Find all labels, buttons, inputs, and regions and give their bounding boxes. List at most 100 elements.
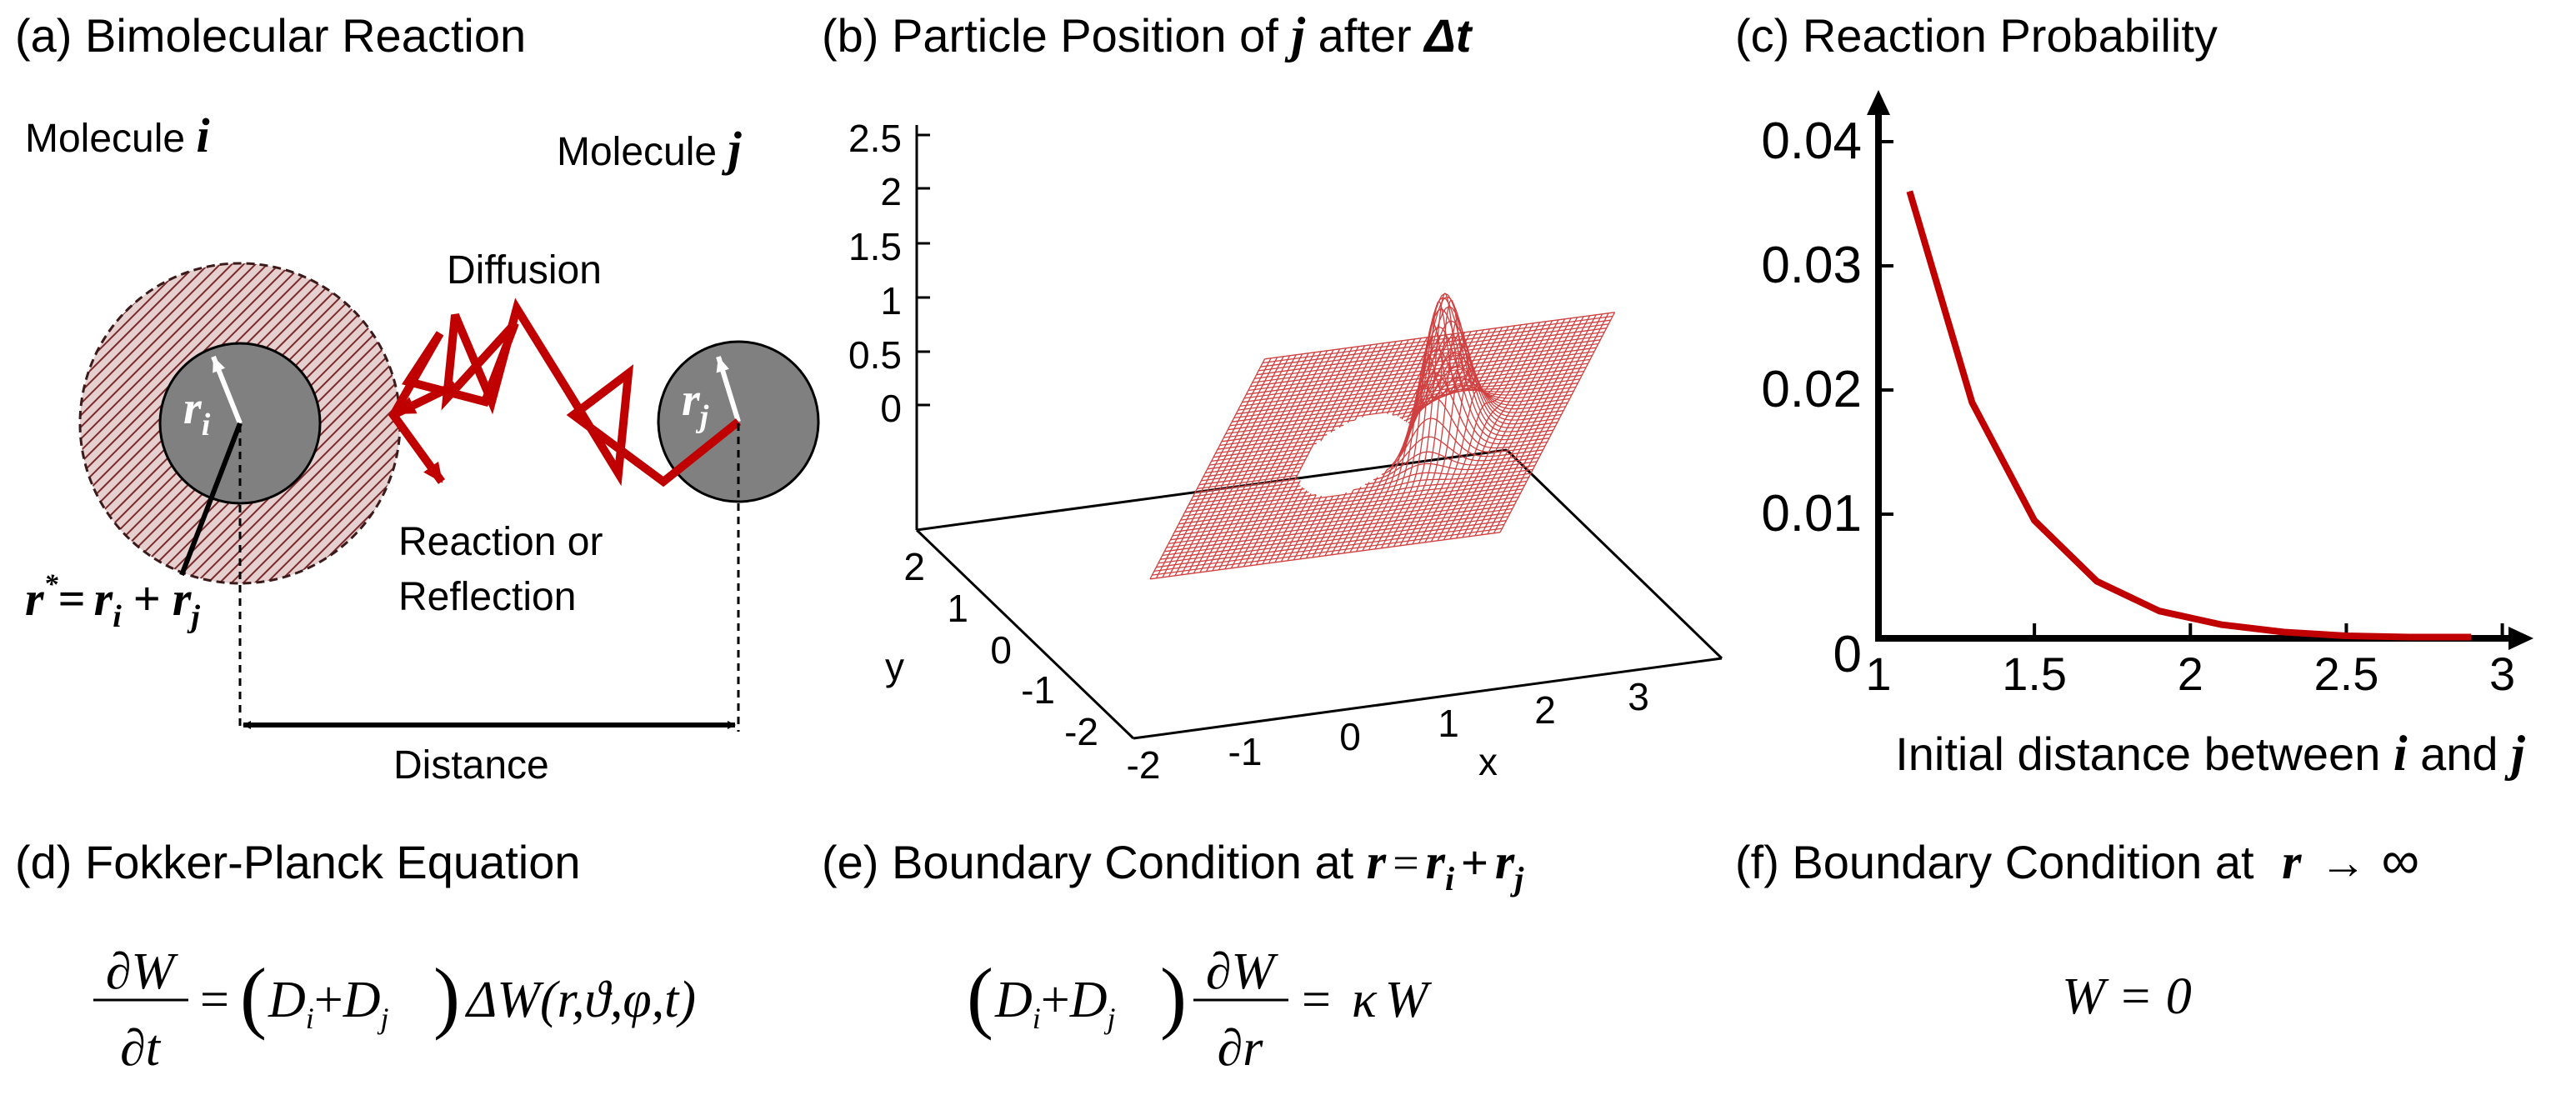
- numerator: ∂W: [1206, 943, 1279, 1000]
- mesh-line-y: [1218, 349, 1334, 571]
- panel-d: (d) Fokker-Planck Equation ∂W ∂t = ( Di+…: [15, 836, 696, 1077]
- x-axis-arrowhead: [2508, 627, 2533, 650]
- reflection-arrow: [394, 381, 458, 418]
- y-axis-label: y: [885, 645, 904, 688]
- z-tick-label: 1: [880, 279, 902, 322]
- denominator: ∂t: [120, 1020, 162, 1077]
- numerator: ∂W: [106, 943, 179, 1000]
- paren-close: ): [1160, 952, 1187, 1041]
- y-tick-label: 0.03: [1761, 237, 1862, 294]
- mesh-line-y: [1412, 323, 1528, 545]
- mesh-line-y: [1474, 315, 1591, 537]
- mesh-line-y: [1155, 358, 1272, 579]
- denominator: ∂r: [1218, 1020, 1264, 1077]
- x-tick-label: 1: [1865, 648, 1891, 700]
- paren-close: ): [433, 952, 460, 1041]
- x-tick-label: 0: [1339, 715, 1361, 758]
- panel-e-title: (e) Boundary Condition at r = ri + rj: [822, 834, 1524, 898]
- data-point: [2096, 580, 2098, 582]
- x-tick-label: 2: [2178, 648, 2203, 700]
- data-point: [2221, 624, 2223, 626]
- mesh-line-y: [1287, 340, 1403, 562]
- x-tick-label: 2: [1534, 688, 1556, 732]
- panel-f-title: (f) Boundary Condition at r → ∞: [1735, 830, 2419, 890]
- x-tick-label: 1.5: [2002, 648, 2067, 700]
- z-tick-label: 2: [880, 170, 902, 213]
- mesh-line-x: [1193, 418, 1543, 498]
- mesh-line-y: [1424, 322, 1541, 543]
- mesh-line-y: [1168, 356, 1284, 578]
- y-tick-label: 1: [947, 587, 968, 630]
- mesh-line-y: [1455, 318, 1572, 539]
- mesh-line-y: [1405, 324, 1522, 546]
- mesh-line-y: [1212, 350, 1328, 572]
- mesh-line-y: [1293, 339, 1409, 561]
- x-axis-label: x: [1478, 740, 1498, 783]
- reaction-label-line1: Reaction or: [398, 520, 603, 564]
- mesh-line-y: [1499, 312, 1616, 533]
- mesh-line-y: [1174, 355, 1291, 577]
- molecule-j-label: Molecule j: [557, 122, 742, 176]
- mesh-line-y: [1149, 358, 1266, 580]
- data-point: [2158, 610, 2160, 612]
- x-tick-label: -2: [1127, 743, 1161, 787]
- mesh-line-y: [1180, 354, 1297, 576]
- diffusion-label: Diffusion: [447, 248, 602, 292]
- mesh-line-y: [1399, 318, 1516, 547]
- mesh-line-y: [1268, 342, 1384, 564]
- x-tick-label: -1: [1228, 730, 1263, 773]
- mesh-line-y: [1418, 322, 1534, 544]
- panel-c-title: (c) Reaction Probability: [1735, 9, 2218, 62]
- mesh-line-y: [1193, 352, 1309, 574]
- data-point: [2470, 637, 2472, 638]
- y-tick-label: 0: [1833, 626, 1862, 683]
- z-axis-ticks: [917, 133, 930, 407]
- mesh-line-y: [1430, 321, 1547, 542]
- far-field-equation: W = 0: [2062, 968, 2191, 1025]
- mesh-line-y: [1274, 342, 1391, 563]
- data-point: [2345, 635, 2347, 637]
- z-tick-label: 0: [880, 387, 902, 430]
- radius-j-label: rj: [682, 374, 709, 434]
- mesh-line-y: [1299, 338, 1416, 560]
- mesh-line-y: [1480, 314, 1597, 536]
- mesh-line-y: [1437, 320, 1553, 542]
- mesh-line-y: [1305, 338, 1422, 559]
- mesh-line-y: [1280, 341, 1397, 562]
- mesh-line-y: [1443, 319, 1559, 541]
- data-point: [2033, 519, 2035, 521]
- paren-open: (: [967, 952, 993, 1041]
- reaction-probability-line: [1906, 190, 2472, 641]
- y-tick-label: 0.01: [1761, 485, 1862, 542]
- chart-x-axis-label: Initial distance between i and j: [1895, 726, 2525, 781]
- paren-open: (: [240, 952, 267, 1041]
- mesh-line-y: [1205, 351, 1322, 572]
- y-axis-arrowhead: [1867, 90, 1890, 115]
- equals-sign: =: [200, 972, 229, 1028]
- mesh-line-y: [1449, 318, 1566, 540]
- mesh-line-y: [1355, 331, 1472, 552]
- mesh-line-y: [1187, 353, 1303, 575]
- reaction-radius-line: [179, 422, 243, 577]
- panel-b-title: (b) Particle Position of j after Δt: [822, 8, 1473, 62]
- mesh-line-y: [1224, 348, 1341, 570]
- mesh-line-y: [1243, 346, 1359, 568]
- distance-label: Distance: [393, 743, 549, 788]
- data-point: [1908, 191, 1910, 192]
- x-ticks-group: 1 1.5 2 2.5 3: [1865, 623, 2515, 700]
- panel-c: (c) Reaction Probability 0 0.01 0.02 0.03 0.…: [1735, 9, 2533, 781]
- mesh-line-y: [1468, 316, 1584, 538]
- diffusion-path: [388, 298, 742, 488]
- panel-e: (e) Boundary Condition at r = ri + rj ( Di+D…: [822, 834, 1524, 1077]
- radius-j-arrow: [716, 356, 741, 422]
- fokker-planck-equation: ∂W ∂t = ( Di+Dj ) ΔW(r,ϑ,φ,t): [93, 943, 696, 1077]
- reaction-label-line2: Reflection: [398, 575, 576, 619]
- mesh-line-y: [1162, 357, 1278, 578]
- mesh-line-y: [1255, 344, 1372, 566]
- reaction-radius-formula: r*= ri + rj: [25, 569, 200, 634]
- panel-d-title: (d) Fokker-Planck Equation: [15, 836, 581, 888]
- x-tick-label: 3: [2489, 648, 2515, 700]
- equals-sign: =: [1302, 972, 1331, 1028]
